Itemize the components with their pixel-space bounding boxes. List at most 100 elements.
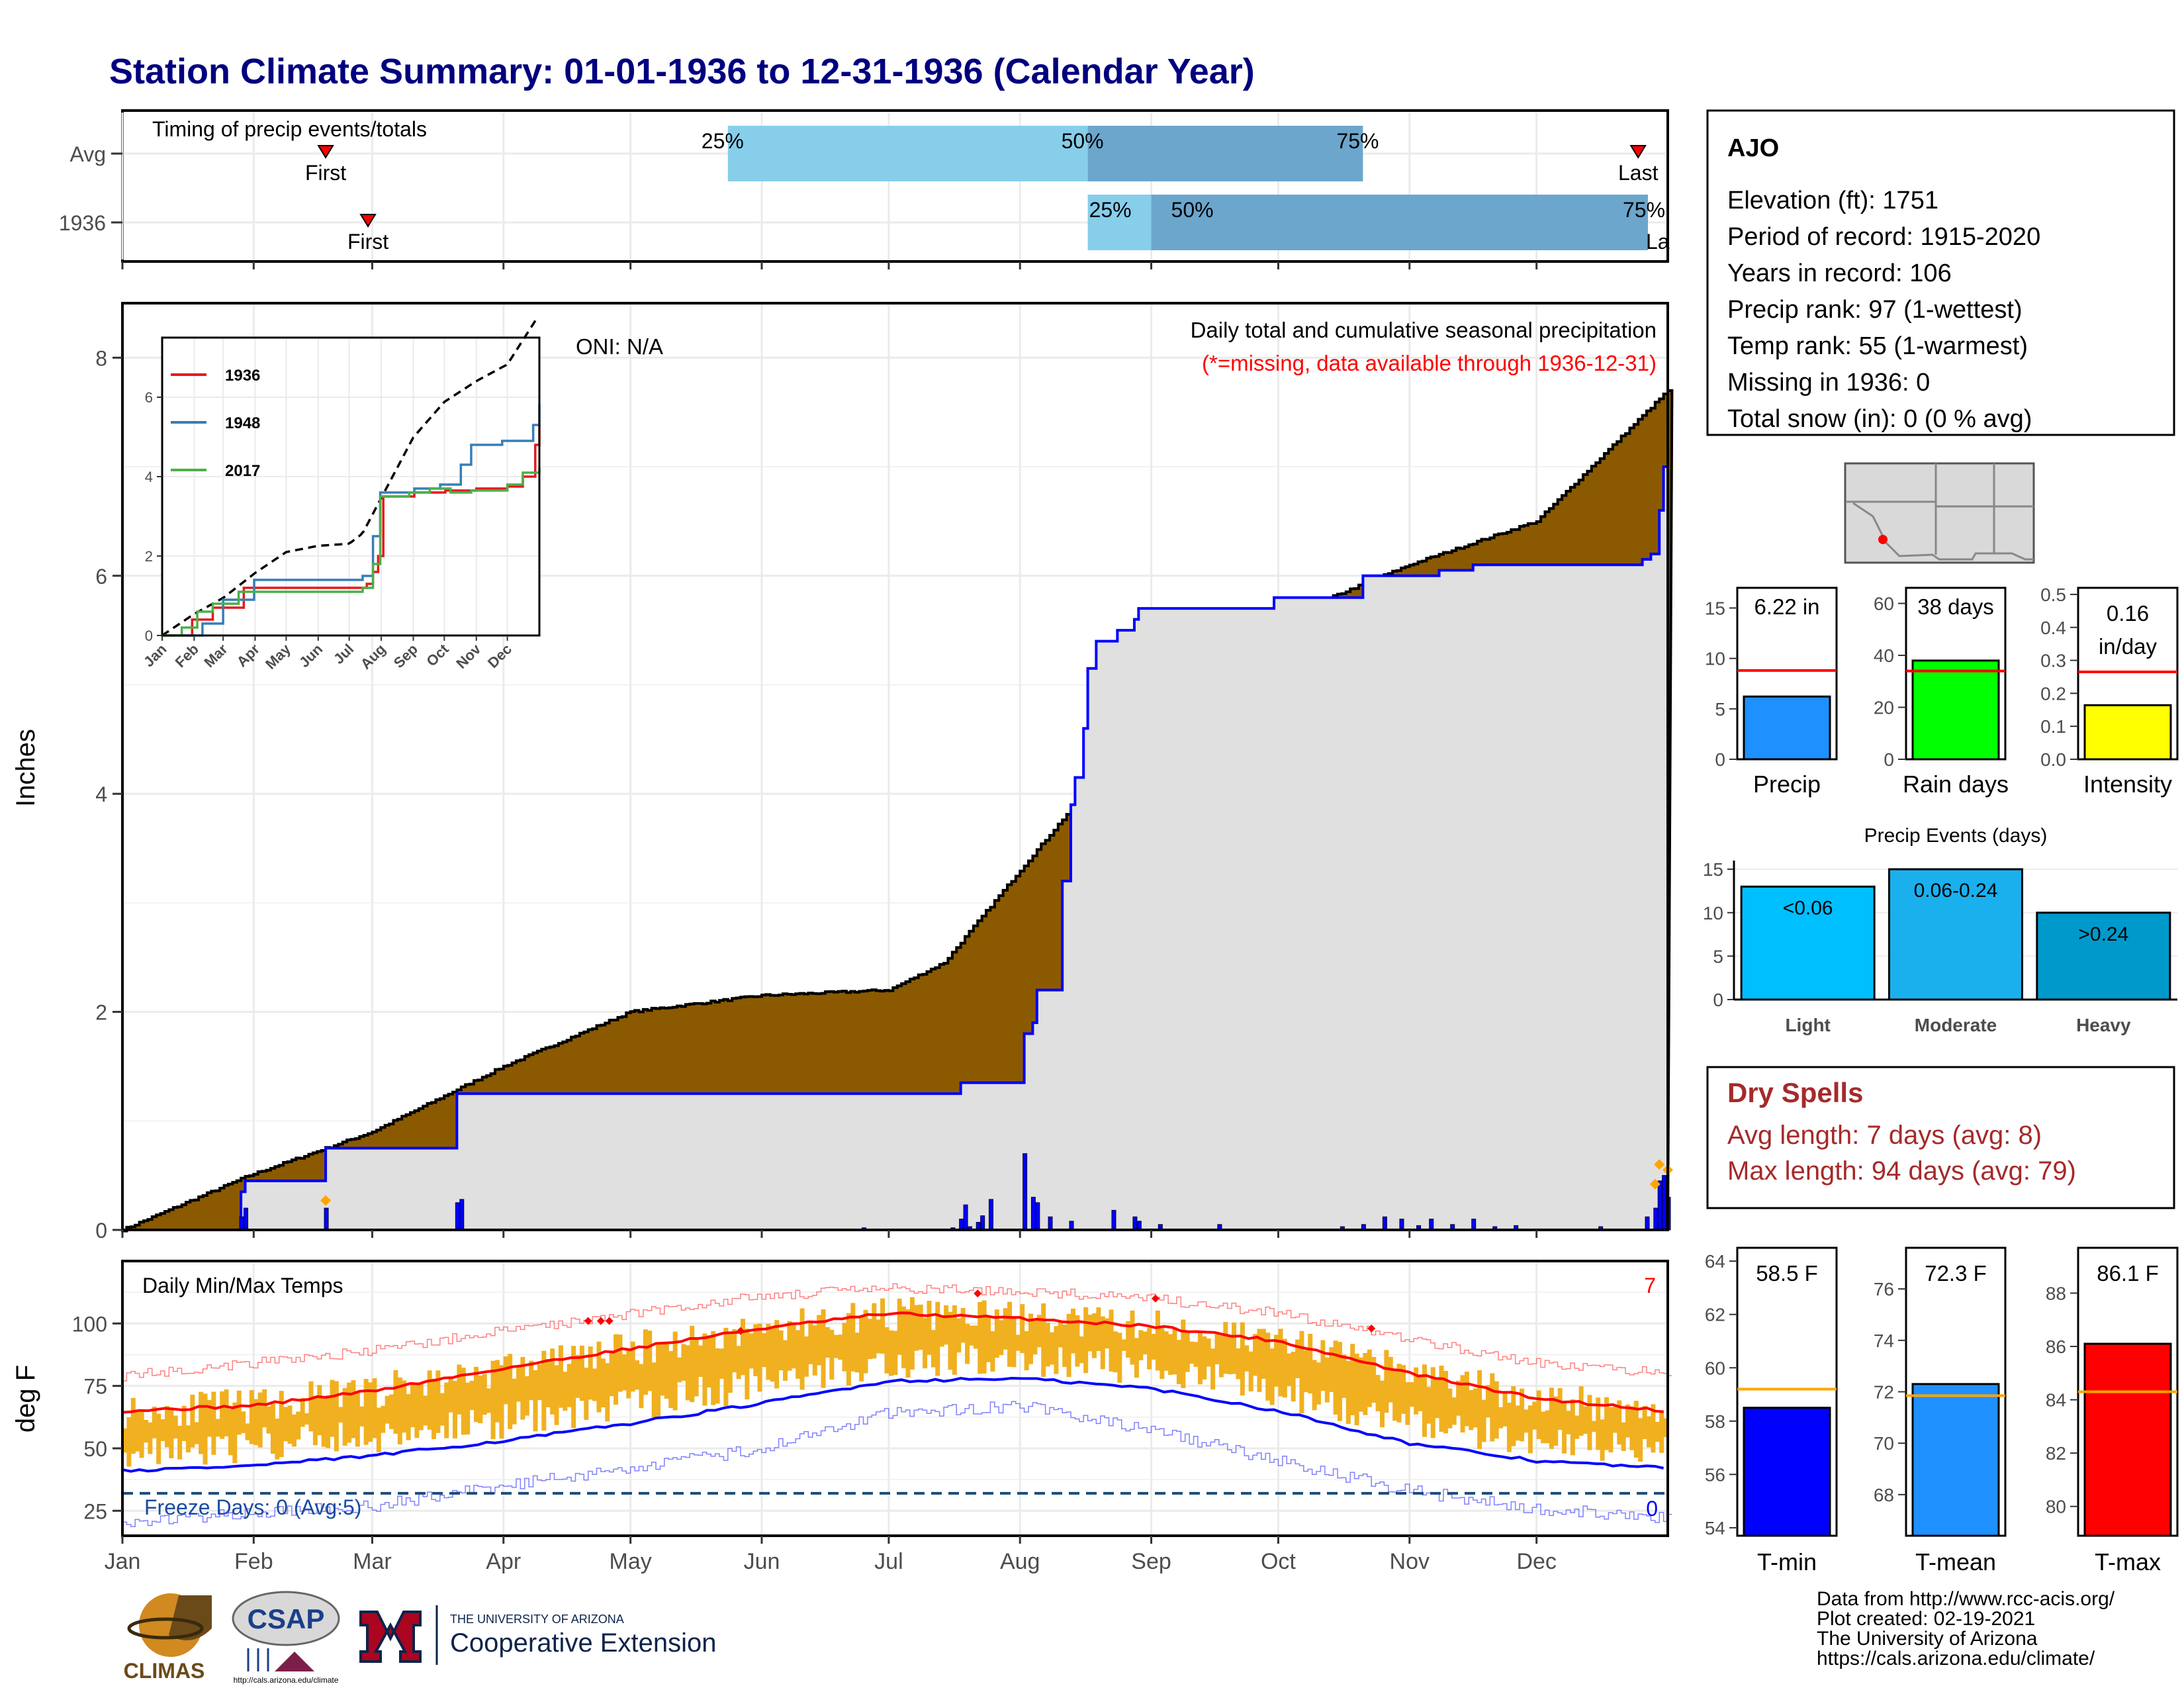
- daily-temp-bar: [770, 1327, 775, 1382]
- daily-temp-bar: [694, 1339, 699, 1397]
- daily-temp-bar: [825, 1327, 830, 1358]
- daily-temp-bar: [969, 1325, 974, 1346]
- first-event-marker: [317, 145, 334, 159]
- daily-temp-bar: [317, 1385, 322, 1436]
- daily-temp-bar: [909, 1297, 915, 1370]
- daily-temp-bar: [872, 1303, 877, 1359]
- daily-temp-bar: [727, 1333, 733, 1393]
- daily-temp-bar: [143, 1419, 148, 1443]
- mini-bar-value-unit: in/day: [2099, 634, 2158, 659]
- daily-temp-bar: [1083, 1307, 1089, 1374]
- precip-panel: 0 2 4 6 8 Daily total and cumulative seasona…: [11, 302, 1674, 1243]
- daily-temp-bar: [355, 1392, 360, 1447]
- daily-temp-bar: [1100, 1316, 1105, 1370]
- daily-temp-bar: [283, 1407, 289, 1442]
- daily-temp-bar: [1481, 1399, 1486, 1442]
- timing-label: Timing of precip events/totals: [152, 117, 427, 141]
- daily-temp-bar: [1629, 1406, 1635, 1450]
- daily-temp-bar: [381, 1405, 386, 1433]
- month-axis: Jan Feb Mar Apr May Jun Jul Aug Sep Oct Nov Dec: [105, 1536, 1557, 1574]
- daily-precip-bar: [1399, 1219, 1404, 1231]
- temp-mini-value-bar: [2083, 1342, 2172, 1537]
- daily-temp-bar: [1414, 1367, 1419, 1415]
- footer-line: The University of Arizona: [1817, 1628, 2038, 1650]
- daily-temp-bar: [444, 1382, 449, 1438]
- events-ytick-label: 10: [1703, 903, 1723, 923]
- temp-mini-ytick-label: 60: [1705, 1358, 1725, 1378]
- daily-temp-bar: [1253, 1334, 1258, 1376]
- inset-legend-label: 2017: [225, 462, 260, 480]
- daily-temp-bar: [152, 1406, 157, 1438]
- timing-p25-label: 25%: [702, 129, 744, 153]
- daily-temp-bar: [571, 1346, 576, 1429]
- daily-temp-bar: [148, 1422, 153, 1454]
- daily-temp-bar: [1172, 1327, 1177, 1375]
- daily-temp-bar: [1578, 1386, 1584, 1436]
- daily-temp-bar: [1185, 1331, 1190, 1372]
- mini-bar-ytick-label: 15: [1705, 598, 1725, 618]
- daily-temp-bar: [494, 1360, 500, 1423]
- daily-temp-bar: [418, 1383, 424, 1430]
- daily-temp-bar: [1117, 1333, 1122, 1383]
- daily-temp-bar: [1160, 1327, 1165, 1380]
- daily-temp-bar: [986, 1315, 991, 1362]
- daily-temp-bar: [439, 1393, 445, 1426]
- mini-bar-ytick-label: 0: [1884, 749, 1894, 770]
- daily-temp-bar: [698, 1345, 704, 1378]
- temp-ylabel: deg F: [11, 1365, 40, 1432]
- daily-temp-bar: [973, 1325, 978, 1349]
- daily-temp-bar: [457, 1364, 462, 1415]
- temp-mini-value-label: 58.5 F: [1756, 1261, 1818, 1286]
- daily-temp-bar: [1189, 1341, 1195, 1364]
- events-ytick-label: 5: [1713, 946, 1723, 966]
- daily-temp-bar: [660, 1343, 665, 1396]
- mini-bar-value: [2083, 704, 2172, 761]
- daily-temp-bar: [1223, 1322, 1228, 1374]
- daily-temp-bar: [1418, 1377, 1423, 1411]
- events-title: Precip Events (days): [1864, 825, 2048, 847]
- ua-logo: THE UNIVERSITY OF ARIZONA Cooperative Ex…: [359, 1605, 716, 1665]
- daily-precip-bar: [455, 1202, 460, 1231]
- daily-temp-bar: [1244, 1345, 1250, 1372]
- record-high-marker: [596, 1317, 605, 1325]
- daily-temp-bar: [1028, 1313, 1034, 1364]
- daily-temp-bar: [1469, 1389, 1474, 1430]
- daily-temp-bar: [385, 1395, 390, 1424]
- csap-rain-lines: [247, 1648, 269, 1671]
- daily-temp-bar: [1359, 1357, 1363, 1412]
- daily-temp-bar: [1511, 1386, 1516, 1446]
- daily-temp-bar: [334, 1381, 339, 1452]
- daily-temp-bar: [169, 1409, 174, 1458]
- daily-precip-bar: [1657, 1180, 1662, 1231]
- daily-temp-bar: [1659, 1411, 1664, 1453]
- station-info-line: Years in record: 106: [1727, 259, 1952, 287]
- daily-temp-bar: [838, 1335, 843, 1360]
- station-frame: [1706, 109, 2175, 436]
- daily-temp-bar: [1274, 1335, 1279, 1387]
- mini-bar-label: Precip: [1753, 771, 1821, 798]
- daily-temp-bar: [1354, 1353, 1359, 1426]
- daily-temp-bar: [1447, 1388, 1453, 1429]
- daily-temp-bar: [647, 1331, 653, 1391]
- daily-temp-bar: [1473, 1388, 1478, 1428]
- daily-temp-bar: [1477, 1370, 1482, 1449]
- daily-temp-bar: [1218, 1335, 1224, 1378]
- precip-ytick-label: 8: [95, 346, 107, 370]
- daily-temp-bar: [1409, 1382, 1414, 1407]
- daily-temp-bar: [1036, 1315, 1042, 1348]
- daily-temp-bar: [1379, 1380, 1385, 1428]
- daily-temp-bar: [1338, 1342, 1343, 1421]
- temp-ytick-label: 50: [83, 1437, 107, 1461]
- temp-frame: [121, 1260, 1669, 1537]
- daily-temp-bar: [630, 1341, 635, 1392]
- daily-temp-bar: [203, 1393, 208, 1465]
- daily-temp-bar: [1075, 1315, 1080, 1367]
- timing-p75-label: 75%: [1623, 198, 1665, 222]
- daily-temp-bar: [512, 1378, 517, 1425]
- daily-temp-bar: [706, 1335, 711, 1388]
- daily-temp-bar: [537, 1364, 542, 1401]
- daily-precip-bar: [1030, 1197, 1036, 1231]
- record-high-marker: [1151, 1294, 1160, 1303]
- map-frame: [1844, 462, 2035, 564]
- daily-temp-bar: [1003, 1308, 1008, 1350]
